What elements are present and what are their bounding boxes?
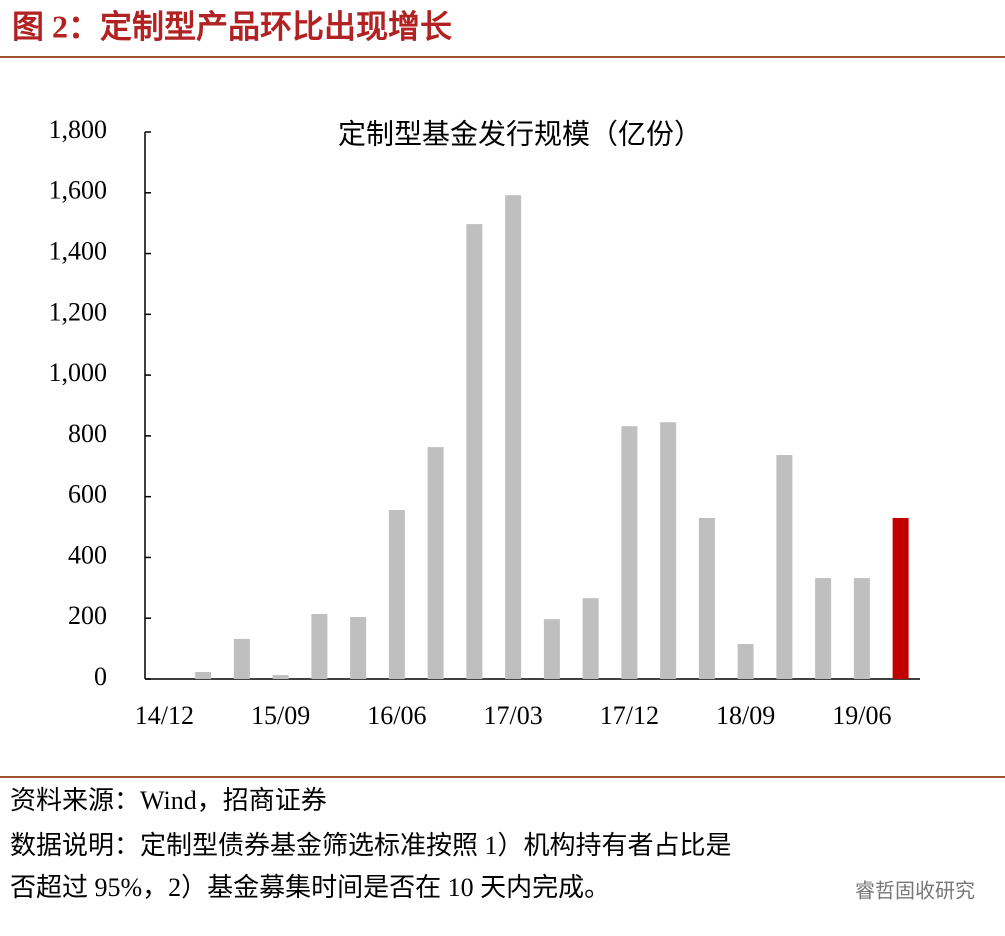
bar	[582, 598, 599, 679]
bar	[388, 510, 405, 679]
bar	[466, 224, 483, 679]
y-tick-label: 1,600	[49, 176, 108, 205]
bar	[543, 619, 560, 679]
x-tick-label: 14/12	[135, 701, 194, 730]
bar	[195, 672, 212, 679]
footer-note: 否超过 95%，2）基金募集时间是否在 10 天内完成。	[10, 873, 610, 902]
y-tick-label: 1,800	[49, 115, 108, 144]
x-tick-label: 16/06	[367, 701, 426, 730]
watermark: 睿哲固收研究	[855, 879, 975, 903]
y-tick-label: 1,400	[49, 237, 108, 266]
bar	[621, 426, 638, 679]
y-tick-label: 400	[68, 540, 107, 569]
x-tick-label: 19/06	[832, 701, 891, 730]
bar	[815, 578, 832, 679]
x-tick-label: 15/09	[251, 701, 310, 730]
bar	[892, 517, 909, 679]
x-tick-label: 17/03	[484, 701, 543, 730]
bar	[427, 447, 444, 679]
y-tick-label: 800	[68, 419, 107, 448]
bar	[233, 638, 250, 679]
y-tick-label: 600	[68, 480, 107, 509]
y-tick-label: 1,200	[49, 297, 108, 326]
bar	[737, 644, 754, 679]
bar	[505, 195, 522, 679]
y-tick-label: 0	[94, 662, 107, 691]
y-tick-label: 200	[68, 601, 107, 630]
bar	[660, 422, 677, 679]
footer-note: 数据说明：定制型债券基金筛选标准按照 1）机构持有者占比是	[10, 831, 732, 860]
figure-title: 图 2：定制型产品环比出现增长	[12, 8, 452, 44]
bar	[272, 675, 289, 679]
chart-title: 定制型基金发行规模（亿份）	[338, 118, 702, 150]
bar	[311, 613, 328, 679]
bar	[776, 455, 793, 679]
bar	[698, 517, 715, 679]
x-tick-label: 18/09	[716, 701, 775, 730]
bar	[350, 617, 367, 679]
y-tick-label: 1,000	[49, 358, 108, 387]
x-tick-label: 17/12	[600, 701, 659, 730]
bar	[853, 578, 870, 679]
footer-note: 资料来源：Wind，招商证券	[10, 786, 327, 815]
